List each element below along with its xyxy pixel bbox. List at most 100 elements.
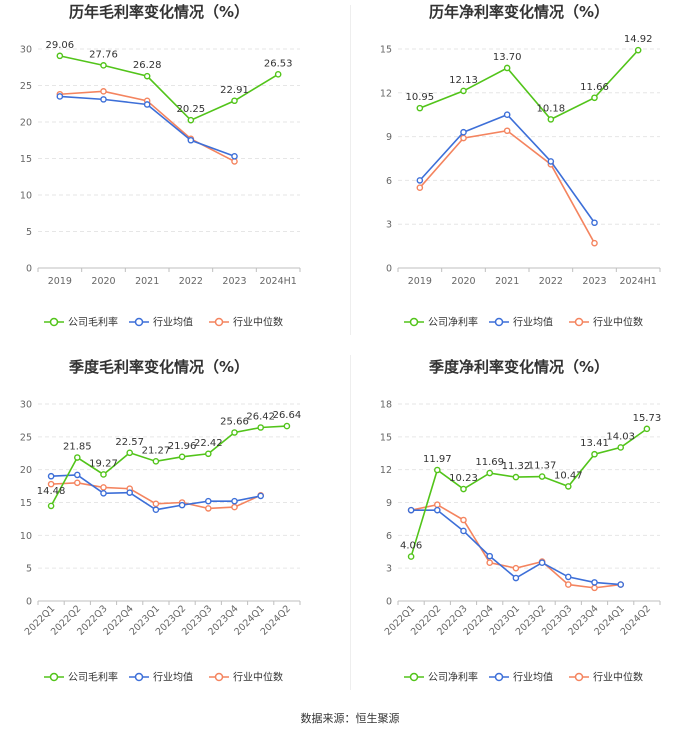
legend-swatch-marker	[494, 317, 504, 327]
legend-label: 行业中位数	[233, 671, 283, 684]
data-point	[503, 111, 511, 118]
y-tick-label: 30	[20, 400, 32, 411]
x-tick-label: 2022	[539, 276, 563, 287]
data-label: 29.06	[46, 40, 75, 51]
data-point	[152, 500, 160, 508]
data-point	[274, 71, 282, 78]
data-point	[100, 88, 107, 95]
data-label: 13.41	[580, 438, 609, 449]
legend-swatch-marker	[134, 672, 144, 682]
data-label: 11.97	[423, 454, 452, 465]
data-point	[231, 429, 238, 436]
data-point	[486, 469, 493, 477]
legend-label: 行业均值	[513, 671, 553, 684]
quarterly-net-margin-chart: 季度净利率变化情况（%）03691215182022Q12022Q22022Q3…	[380, 358, 662, 684]
y-tick-label: 0	[26, 264, 32, 275]
data-point	[143, 101, 151, 108]
legend-label: 公司净利率	[428, 671, 478, 684]
data-point	[74, 471, 81, 479]
y-tick-label: 20	[20, 118, 32, 129]
legend-swatch-marker	[409, 672, 419, 682]
legend-swatch-marker	[409, 317, 419, 327]
y-tick-label: 6	[386, 531, 392, 542]
data-point	[231, 503, 238, 511]
data-point	[564, 483, 572, 490]
y-tick-label: 15	[380, 45, 392, 56]
data-label: 12.13	[449, 75, 478, 86]
data-point	[503, 64, 511, 72]
data-point	[460, 485, 467, 493]
data-label: 19.27	[89, 458, 118, 469]
data-point	[434, 466, 441, 474]
data-label: 26.53	[264, 58, 293, 69]
chart-title: 季度净利率变化情况（%）	[429, 358, 609, 376]
y-tick-label: 3	[386, 564, 392, 575]
annual-gross-margin-chart: 历年毛利率变化情况（%） 0 5 10 15 20 25 30 2019 2020 2021 2022…	[20, 3, 301, 329]
data-label: 22.91	[220, 85, 249, 96]
data-point	[460, 516, 467, 524]
vertical-divider-bottom	[350, 355, 351, 690]
source-note: 数据来源：恒生聚源	[300, 712, 400, 725]
legend-label: 公司毛利率	[68, 316, 118, 329]
y-tick-label: 25	[20, 432, 32, 443]
data-point	[564, 581, 572, 588]
data-point	[591, 584, 598, 592]
legend-swatch-marker	[49, 317, 59, 327]
x-tick-label: 2022	[179, 276, 203, 287]
data-label: 15.73	[633, 413, 662, 424]
data-point	[152, 458, 160, 465]
data-point	[187, 116, 195, 124]
y-tick-label: 5	[26, 227, 32, 238]
y-tick-label: 15	[380, 432, 392, 443]
data-point	[591, 450, 598, 458]
data-point	[538, 473, 546, 480]
legend-label: 行业均值	[153, 316, 193, 329]
data-point	[434, 501, 441, 508]
data-label: 13.70	[493, 52, 522, 63]
legend-label: 行业中位数	[233, 316, 283, 329]
data-point	[100, 62, 107, 69]
data-label: 21.85	[63, 442, 92, 453]
chart-title: 历年毛利率变化情况（%）	[69, 3, 249, 21]
data-point	[126, 449, 133, 457]
legend-label: 行业中位数	[593, 316, 643, 329]
data-label: 11.32	[502, 461, 531, 472]
data-point	[283, 422, 291, 430]
data-label: 11.37	[528, 461, 557, 472]
data-point	[100, 490, 107, 497]
data-label: 14.03	[606, 431, 635, 442]
y-tick-label: 20	[20, 465, 32, 476]
x-tick-label: 2024H1	[619, 276, 656, 287]
data-label: 21.96	[168, 441, 197, 452]
series-line	[59, 55, 279, 122]
data-label: 11.69	[475, 457, 504, 468]
x-tick-label: 2023	[582, 276, 606, 287]
data-point	[231, 153, 238, 160]
data-point	[416, 184, 424, 191]
data-label: 26.42	[246, 412, 275, 423]
series-line	[410, 428, 648, 557]
y-tick-label: 15	[20, 154, 32, 165]
data-point	[634, 46, 642, 54]
y-tick-label: 6	[386, 176, 392, 187]
legend-swatch-marker	[134, 317, 144, 327]
data-point	[100, 484, 107, 491]
data-point	[547, 158, 555, 165]
vertical-divider-top	[350, 5, 351, 335]
data-label: 14.48	[37, 486, 66, 497]
y-tick-label: 25	[20, 81, 32, 92]
legend-label: 行业均值	[153, 671, 193, 684]
data-label: 25.66	[220, 416, 249, 427]
data-point	[591, 94, 598, 102]
y-tick-label: 9	[386, 498, 392, 509]
legend-swatch-marker	[574, 317, 584, 327]
data-point	[47, 480, 55, 488]
data-point	[407, 506, 415, 514]
data-point	[591, 219, 598, 227]
y-tick-label: 30	[20, 45, 32, 56]
legend-swatch-marker	[214, 317, 224, 327]
data-point	[56, 52, 64, 60]
y-tick-label: 12	[380, 88, 392, 99]
data-point	[257, 492, 265, 500]
